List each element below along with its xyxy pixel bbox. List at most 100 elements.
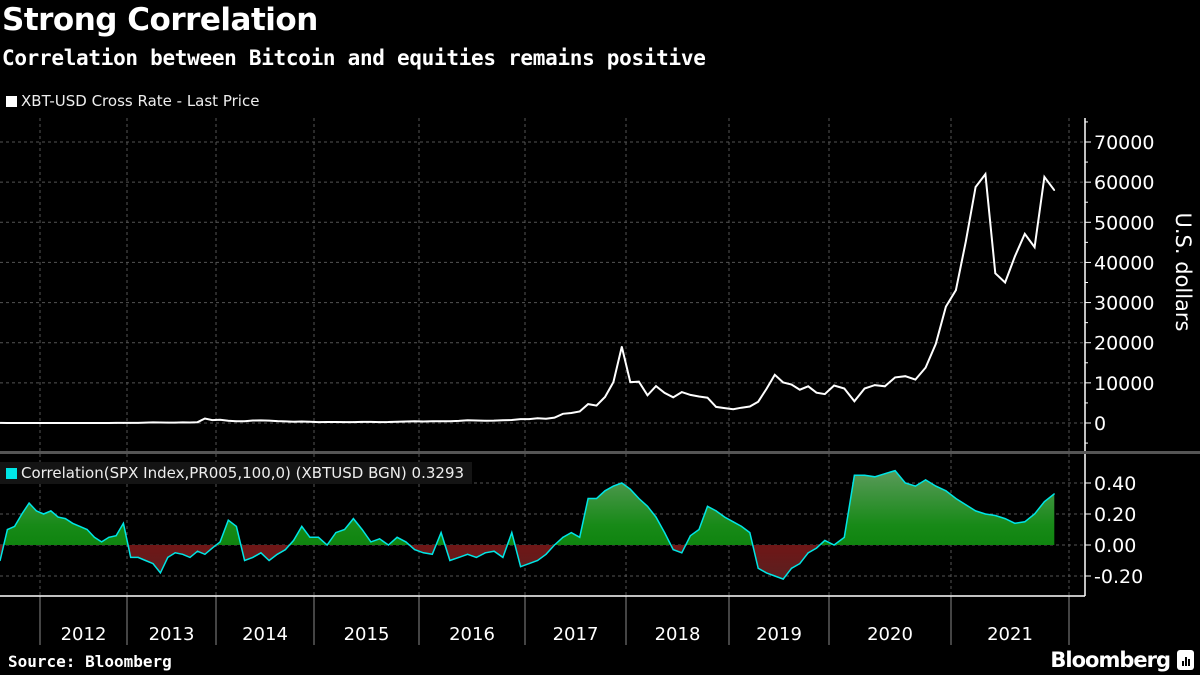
positive-area — [0, 470, 1055, 545]
price-point — [587, 403, 589, 405]
correlation-point — [21, 513, 23, 515]
year-label: 2015 — [344, 624, 390, 645]
chart-title: Strong Correlation — [2, 2, 318, 38]
corr-tick-label: -0.20 — [1094, 566, 1143, 588]
correlation-point — [833, 544, 835, 546]
price-point — [536, 417, 539, 420]
price-point — [807, 385, 809, 388]
price-point — [562, 412, 564, 415]
price-point — [422, 420, 425, 423]
correlation-point — [655, 516, 657, 518]
price-tick-label: 0 — [1094, 413, 1106, 435]
price-point — [317, 421, 320, 423]
price-point — [757, 400, 759, 403]
price-point — [335, 421, 337, 423]
price-point — [904, 375, 907, 378]
price-point — [894, 376, 896, 379]
legend-correlation: Correlation(SPX Index,PR005,100,0) (XBTU… — [0, 462, 473, 484]
price-point — [440, 420, 442, 423]
correlation-point — [130, 556, 132, 559]
correlation-point — [159, 572, 161, 574]
price-point — [166, 421, 169, 424]
correlation-point — [0, 559, 1, 562]
correlation-point — [724, 516, 726, 518]
corr-tick-label: 0.00 — [1094, 535, 1136, 557]
correlation-point — [387, 544, 389, 546]
price-point — [1004, 281, 1006, 284]
price-point — [449, 420, 451, 423]
correlation-point — [292, 539, 295, 541]
correlation-point — [984, 513, 987, 515]
legend-price-label: XBT-USD Cross Rate - Last Price — [21, 92, 260, 110]
correlation-point — [43, 513, 45, 515]
price-point — [715, 406, 717, 408]
correlation-point — [621, 482, 623, 484]
correlation-point — [965, 504, 967, 506]
correlation-point — [268, 559, 270, 562]
correlation-point — [843, 536, 845, 538]
correlation-point — [152, 563, 154, 565]
correlation-point — [72, 522, 74, 524]
correlation-point — [86, 528, 88, 531]
price-point — [42, 422, 45, 424]
price-tick-label: 50000 — [1094, 212, 1154, 234]
correlation-point — [101, 541, 103, 543]
year-label: 2021 — [987, 624, 1033, 645]
bloomberg-chart-icon — [1177, 650, 1194, 670]
correlation-point — [475, 556, 478, 559]
price-point — [50, 422, 52, 424]
price-point — [612, 381, 615, 383]
price-point — [108, 422, 110, 424]
price-point — [799, 388, 801, 391]
price-point — [181, 421, 184, 424]
correlation-point — [732, 521, 734, 523]
price-point — [689, 394, 692, 396]
year-label: 2018 — [655, 624, 701, 645]
axes: 0 10000 20000 30000 40000 50000 60000 70000 0.40… — [0, 118, 1200, 645]
price-point — [945, 305, 947, 308]
correlation-point — [715, 510, 717, 512]
price-point — [343, 421, 346, 423]
price-point — [57, 422, 59, 424]
price-point — [732, 408, 734, 410]
correlation-point — [301, 525, 303, 528]
correlation-point — [1053, 493, 1055, 495]
correlation-point — [511, 532, 513, 534]
correlation-point — [196, 550, 199, 552]
correlation-point — [1004, 518, 1006, 520]
correlation-point — [1014, 522, 1016, 524]
correlation-point — [431, 553, 433, 555]
correlation-point — [219, 541, 221, 543]
price-point — [964, 240, 967, 243]
correlation-point — [537, 559, 539, 562]
price-point — [924, 366, 927, 369]
price-point — [211, 419, 214, 421]
price-point — [13, 422, 16, 424]
price-point — [431, 420, 434, 423]
price-point — [528, 418, 531, 420]
price-point — [984, 173, 987, 175]
price-point — [204, 417, 206, 420]
price-point — [484, 419, 487, 422]
price-point — [955, 289, 957, 291]
correlation-point — [935, 485, 937, 487]
correlation-point — [1024, 521, 1026, 523]
correlation-point — [227, 519, 229, 521]
correlation-point — [824, 539, 826, 541]
correlation-point — [994, 514, 996, 517]
price-point — [502, 419, 504, 421]
correlation-point — [276, 553, 278, 555]
price-point — [189, 421, 191, 424]
price-point — [457, 420, 460, 422]
price-point — [824, 393, 826, 395]
correlation-point — [370, 541, 372, 543]
price-point — [144, 421, 147, 424]
price-point — [646, 394, 649, 397]
price-point — [774, 374, 776, 376]
price-point — [570, 412, 573, 414]
y-axis-label: U.S. dollars — [1171, 212, 1195, 331]
price-point — [863, 387, 866, 390]
price-point — [137, 422, 139, 424]
price-point — [884, 385, 886, 388]
